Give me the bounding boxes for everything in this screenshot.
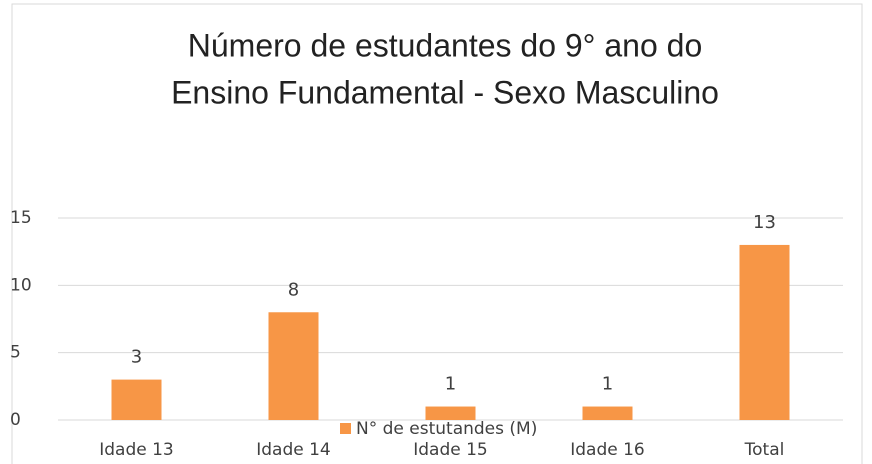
y-tick-label: 5 [10, 343, 21, 363]
x-tick-label: Idade 15 [413, 440, 488, 460]
bar [425, 406, 476, 420]
data-label: 3 [131, 347, 142, 368]
x-tick-label: Idade 16 [570, 440, 645, 460]
bar [111, 379, 162, 420]
data-label: 13 [753, 212, 776, 233]
x-tick-label: Total [744, 440, 785, 460]
chart-title: Ensino Fundamental - Sexo Masculino [171, 74, 719, 110]
bar [268, 312, 319, 420]
legend-label: N° de estutandes (M) [356, 419, 537, 439]
y-tick-label: 0 [10, 410, 21, 430]
chart-title: Número de estudantes do 9° ano do [188, 27, 702, 63]
x-tick-label: Idade 14 [256, 440, 331, 460]
data-label: 1 [445, 374, 456, 395]
x-tick-label: Idade 13 [99, 440, 174, 460]
bar [739, 244, 790, 420]
y-tick-label: 15 [10, 208, 32, 228]
data-label: 1 [602, 374, 613, 395]
y-tick-label: 10 [10, 275, 32, 295]
legend-swatch [340, 423, 351, 434]
data-label: 8 [288, 279, 299, 300]
bar [582, 406, 633, 420]
